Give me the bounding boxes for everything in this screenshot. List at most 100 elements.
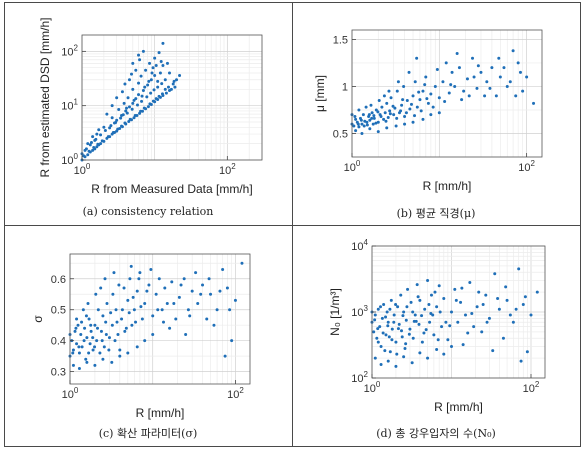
data-point [403, 346, 407, 350]
data-point [394, 364, 398, 368]
data-point [415, 56, 419, 60]
x-axis-label: R [mm/h] [423, 179, 472, 193]
data-point [471, 56, 475, 60]
data-point [415, 105, 419, 109]
data-point [114, 308, 118, 312]
data-point [409, 102, 413, 106]
data-point [115, 118, 119, 122]
data-point [386, 115, 390, 119]
data-point [404, 318, 408, 322]
data-point [182, 277, 186, 281]
data-point [118, 348, 122, 352]
data-point [184, 332, 188, 336]
data-point [82, 339, 86, 343]
data-point [392, 320, 396, 324]
data-point [101, 357, 105, 361]
x-tick-label: 100 [74, 162, 91, 177]
caption-a: (a) consistency relation [82, 205, 214, 218]
data-point [160, 92, 164, 96]
data-point [113, 339, 117, 343]
data-point [437, 96, 441, 100]
data-point [125, 111, 129, 115]
data-point [425, 97, 429, 101]
data-point [117, 283, 121, 287]
data-point [87, 351, 91, 355]
data-point [487, 316, 491, 320]
data-point [122, 286, 126, 290]
data-point [148, 61, 152, 65]
data-point [385, 310, 389, 314]
data-point [432, 333, 436, 337]
data-point [129, 264, 133, 268]
data-point [373, 356, 377, 360]
data-point [369, 103, 373, 107]
data-point [479, 70, 483, 74]
axes-frame [351, 29, 543, 158]
data-point [153, 56, 157, 60]
data-point [134, 320, 138, 324]
y-axis-label: N₀ [1/m³] [328, 288, 342, 336]
data-point [120, 124, 124, 128]
data-point [154, 97, 158, 101]
data-point [145, 95, 149, 99]
data-point [514, 94, 518, 98]
data-point [85, 336, 89, 340]
data-point [465, 77, 469, 81]
data-point [221, 267, 225, 271]
data-point [163, 78, 167, 82]
data-point [89, 323, 93, 327]
data-point [161, 320, 165, 324]
data-point [352, 124, 356, 128]
y-axis-label: σ [31, 315, 45, 323]
data-point [121, 113, 125, 117]
data-point [368, 127, 372, 131]
data-point [161, 63, 165, 67]
data-point [488, 86, 492, 90]
data-point [135, 289, 139, 293]
data-point [130, 107, 134, 111]
data-point [138, 271, 142, 275]
x-axis-label: R [mm/h] [136, 406, 185, 420]
data-point [387, 335, 391, 339]
data-point [463, 313, 467, 317]
data-point [420, 340, 424, 344]
data-point [435, 68, 439, 72]
data-point [104, 332, 108, 336]
data-point [485, 320, 489, 324]
data-point [167, 71, 171, 75]
data-point [457, 66, 461, 70]
data-point [73, 329, 77, 333]
data-point [454, 298, 458, 302]
data-point [158, 71, 162, 75]
data-point [164, 91, 168, 95]
data-point [462, 89, 466, 93]
data-point [127, 311, 131, 315]
data-point [396, 327, 400, 331]
data-point [147, 283, 151, 287]
data-point [468, 280, 472, 284]
data-point [154, 292, 158, 296]
data-point [124, 326, 128, 330]
data-point [365, 120, 369, 124]
data-point [428, 320, 432, 324]
data-point [395, 89, 399, 93]
data-point [379, 305, 383, 309]
data-point [418, 298, 422, 302]
data-point [382, 117, 386, 121]
data-point [426, 279, 430, 283]
data-point [177, 295, 181, 299]
data-point [371, 122, 375, 126]
data-point [140, 99, 144, 103]
data-point [170, 280, 174, 284]
data-point [143, 85, 147, 89]
data-point [163, 87, 167, 91]
data-point [86, 153, 90, 157]
data-point [437, 111, 441, 115]
data-point [142, 106, 146, 110]
data-point [388, 307, 392, 311]
data-point [97, 128, 101, 132]
data-point [209, 292, 213, 296]
data-point [399, 293, 403, 297]
data-point [505, 84, 509, 88]
data-point [455, 52, 459, 56]
